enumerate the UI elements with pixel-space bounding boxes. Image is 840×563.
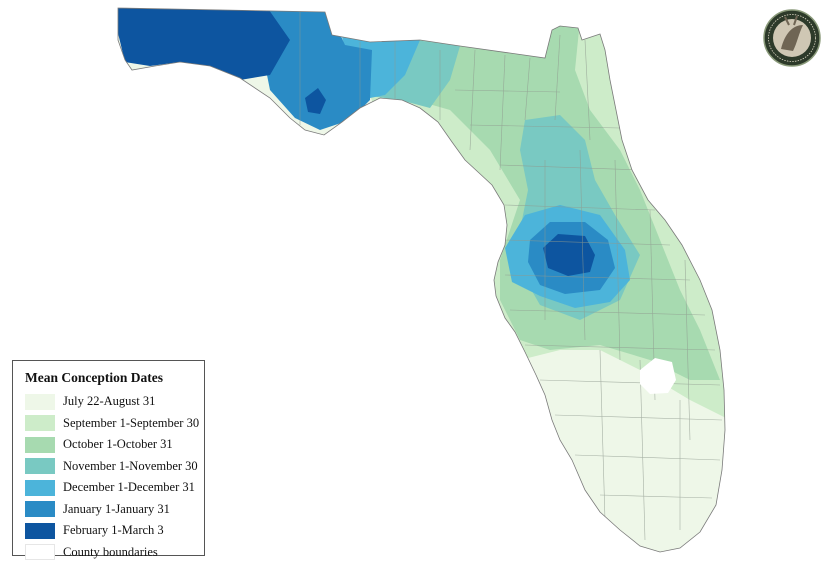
legend-label: October 1-October 31 bbox=[63, 437, 173, 452]
legend-items: July 22-August 31 September 1-September 3… bbox=[25, 391, 204, 563]
legend-swatch bbox=[25, 523, 55, 539]
legend-swatch bbox=[25, 480, 55, 496]
legend-swatch bbox=[25, 544, 55, 560]
legend-item: December 1-December 31 bbox=[25, 477, 204, 499]
legend-label: December 1-December 31 bbox=[63, 480, 195, 495]
legend-label: February 1-March 3 bbox=[63, 523, 164, 538]
legend-item: September 1-September 30 bbox=[25, 413, 204, 435]
legend-swatch bbox=[25, 437, 55, 453]
legend-swatch bbox=[25, 458, 55, 474]
legend-item: October 1-October 31 bbox=[25, 434, 204, 456]
legend-swatch bbox=[25, 501, 55, 517]
legend-label: November 1-November 30 bbox=[63, 459, 198, 474]
legend-label: September 1-September 30 bbox=[63, 416, 199, 431]
legend-swatch bbox=[25, 394, 55, 410]
legend-item: July 22-August 31 bbox=[25, 391, 204, 413]
legend-swatch bbox=[25, 415, 55, 431]
legend: Mean Conception Dates July 22-August 31 S… bbox=[12, 360, 205, 556]
legend-item: November 1-November 30 bbox=[25, 456, 204, 478]
legend-title: Mean Conception Dates bbox=[25, 370, 204, 386]
legend-item: February 1-March 3 bbox=[25, 520, 204, 542]
legend-label: July 22-August 31 bbox=[63, 394, 155, 409]
fwc-seal-logo bbox=[763, 3, 821, 73]
legend-label: County boundaries bbox=[63, 545, 158, 560]
legend-label: January 1-January 31 bbox=[63, 502, 170, 517]
legend-item: January 1-January 31 bbox=[25, 499, 204, 521]
